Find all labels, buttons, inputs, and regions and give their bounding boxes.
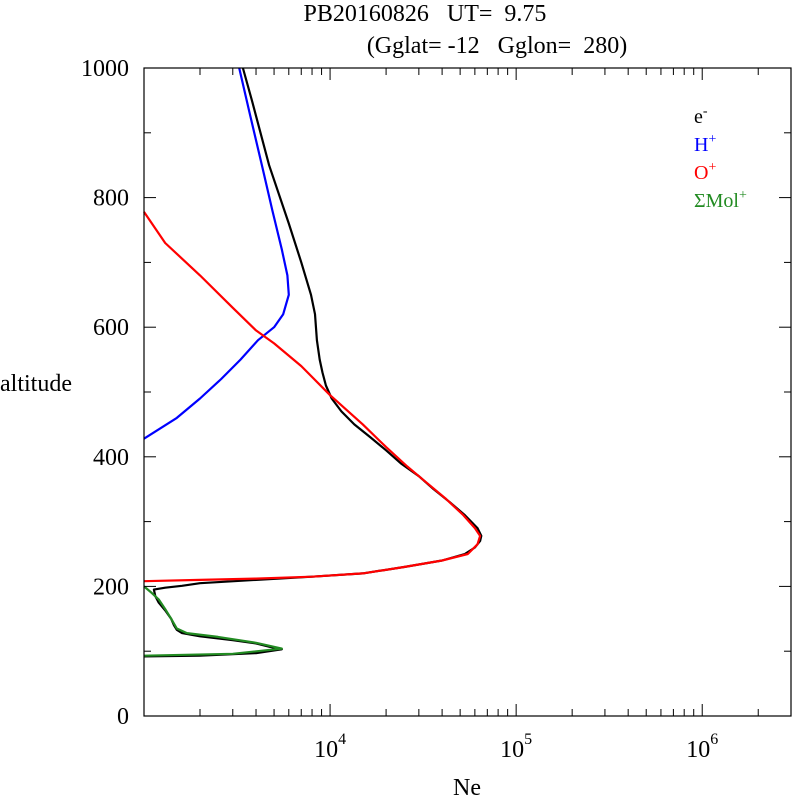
legend-entry-3: ΣMol+	[694, 188, 747, 212]
y-tick-labels: 0 200 400 600 800 1000	[81, 56, 129, 730]
legend-entry-2: O+	[694, 160, 716, 184]
legend-entry-1: H+	[694, 132, 716, 156]
series-line-1	[143, 67, 290, 440]
y-axis-label: altitude	[0, 371, 72, 397]
plot-lines	[143, 67, 483, 658]
chart-title-line2: (Gglat= -12 Gglon= 280)	[367, 33, 627, 59]
legend: e- H+ O+ ΣMol+	[694, 104, 747, 212]
series-line-0	[143, 67, 483, 658]
x-tick-label-exponent: 4	[338, 731, 346, 748]
x-axis-label: Ne	[453, 775, 481, 796]
y-tick-label: 1000	[81, 56, 129, 82]
x-tick-label-exponent: 5	[524, 731, 532, 748]
x-tick-labels: 10 4 10 5 10 6	[314, 731, 718, 763]
x-tick-label-exponent: 6	[710, 731, 718, 748]
series-line-3	[143, 585, 283, 657]
y-tick-label: 600	[93, 315, 129, 341]
y-tick-label: 400	[93, 445, 129, 471]
series-line-2	[143, 211, 482, 583]
chart-title-line1: PB20160826 UT= 9.75	[304, 1, 547, 27]
y-tick-label: 0	[117, 704, 129, 730]
x-tick-label: 10	[686, 737, 710, 763]
y-tick-label: 200	[93, 574, 129, 600]
legend-entry-0: e-	[694, 104, 708, 128]
axis-ticks	[143, 67, 792, 717]
y-tick-label: 800	[93, 186, 129, 212]
x-tick-label: 10	[314, 737, 338, 763]
x-tick-label: 10	[500, 737, 524, 763]
